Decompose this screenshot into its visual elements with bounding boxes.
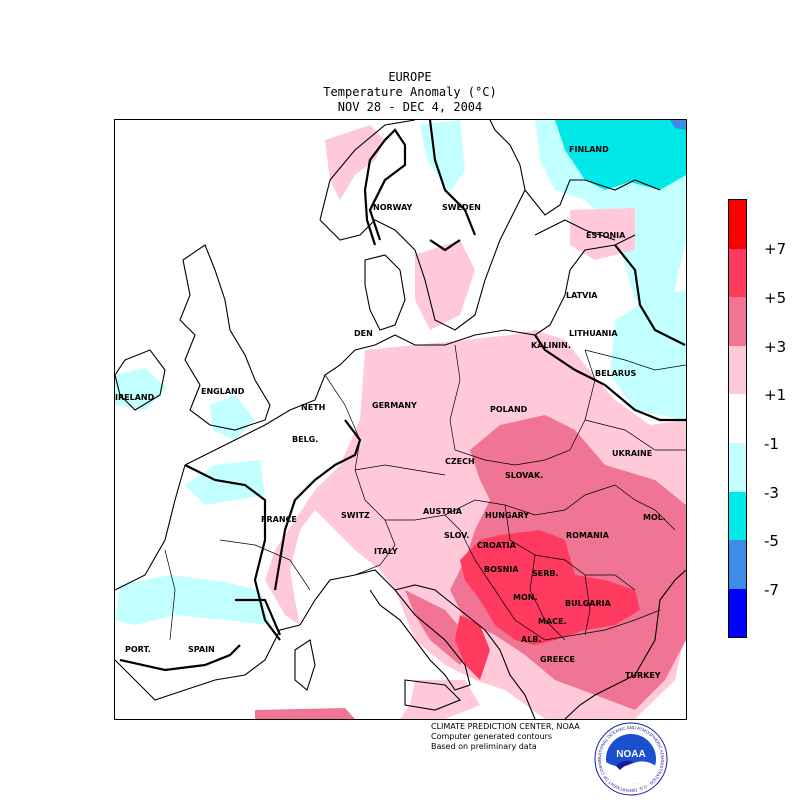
- credits-line: CLIMATE PREDICTION CENTER, NOAA: [431, 722, 580, 731]
- label-croatia: CROATIA: [477, 541, 516, 550]
- legend-tick: -7: [764, 581, 779, 599]
- legend-tick: +3: [764, 338, 787, 356]
- label-mol: MOL.: [643, 513, 666, 522]
- label-austria: AUSTRIA: [423, 507, 462, 516]
- cold-region-finland-deep: [670, 120, 686, 130]
- label-kalinin: KALININ.: [531, 341, 571, 350]
- legend-swatch: [729, 442, 746, 492]
- label-finland: FINLAND: [569, 145, 609, 154]
- label-italy: ITALY: [374, 547, 398, 556]
- label-romania: ROMANIA: [566, 531, 609, 540]
- label-bulgaria: BULGARIA: [565, 599, 611, 608]
- label-alb: ALB.: [521, 635, 542, 644]
- warm-region-south-sea: [255, 708, 355, 719]
- label-bosnia: BOSNIA: [484, 565, 519, 574]
- credits-line: Based on preliminary data: [431, 742, 537, 751]
- noaa-logo-text: NOAA: [616, 749, 645, 760]
- label-switz: SWITZ: [341, 511, 370, 520]
- label-neth: NETH: [301, 403, 326, 412]
- label-port: PORT.: [125, 645, 151, 654]
- legend-swatch: [729, 540, 746, 589]
- warm-region-scandinavia-south: [415, 240, 475, 330]
- label-england: ENGLAND: [201, 387, 245, 396]
- legend-tick: -1: [764, 435, 779, 453]
- label-czech: CZECH: [445, 457, 475, 466]
- cold-region-england: [210, 395, 255, 440]
- legend-tick: +5: [764, 289, 787, 307]
- coastlines: [115, 120, 686, 719]
- legend-swatch: [729, 297, 746, 346]
- label-greece: GREECE: [540, 655, 575, 664]
- legend-swatch: [729, 200, 746, 249]
- label-turkey: TURKEY: [625, 671, 661, 680]
- label-spain: SPAIN: [188, 645, 215, 654]
- map-title-period: NOV 28 - DEC 4, 2004: [337, 100, 483, 114]
- map-title-region: EUROPE: [388, 70, 432, 84]
- legend-tick: -3: [764, 484, 779, 502]
- legend-swatch: [729, 491, 746, 541]
- cold-region-belarus: [610, 290, 686, 420]
- label-den: DEN: [354, 329, 373, 338]
- label-mon: MON.: [513, 593, 538, 602]
- noaa-logo-graphic: NOAA NATIONAL OCEANIC AND ATMOSPHERIC AD…: [592, 718, 668, 796]
- cold-region-finland-mid: [555, 120, 686, 190]
- warm-region-sicily: [400, 680, 480, 719]
- label-slovak: SLOVAK.: [505, 471, 544, 480]
- cold-region-ireland: [115, 368, 167, 410]
- legend-swatch: [729, 345, 746, 395]
- legend-swatch: [729, 248, 746, 298]
- label-serb: SERB.: [532, 569, 559, 578]
- anomaly-contours: [119, 120, 686, 672]
- label-hungary: HUNGARY: [485, 511, 530, 520]
- label-germany: GERMANY: [372, 401, 417, 410]
- map-graphic: [115, 120, 686, 719]
- legend-tick: +7: [764, 240, 787, 258]
- credits-line: Computer generated contours: [431, 732, 553, 741]
- legend-tick: +1: [764, 386, 787, 404]
- noaa-logo: NOAA NATIONAL OCEANIC AND ATMOSPHERIC AD…: [592, 718, 668, 796]
- legend-tick: -5: [764, 532, 779, 550]
- warm-region-plus5-italy: [455, 615, 490, 680]
- warm-region-plus5: [460, 530, 640, 645]
- label-sweden: SWEDEN: [442, 203, 481, 212]
- legend-swatch: [729, 394, 746, 443]
- map-title-variable: Temperature Anomaly (°C): [323, 85, 497, 99]
- label-mace: MACE.: [538, 617, 567, 626]
- credits-block: CLIMATE PREDICTION CENTER, NOAA Computer…: [431, 722, 580, 752]
- country-borders: [164, 344, 686, 641]
- label-latvia: LATVIA: [566, 291, 598, 300]
- label-slov: SLOV.: [444, 531, 470, 540]
- cold-region-iberia: [115, 575, 270, 625]
- label-lithuania: LITHUANIA: [569, 329, 618, 338]
- label-norway: NORWAY: [373, 203, 413, 212]
- legend-colorbar: [728, 199, 747, 639]
- label-belg: BELG.: [292, 435, 319, 444]
- warm-region-baltic-north: [570, 208, 635, 260]
- label-ukraine: UKRAINE: [612, 449, 653, 458]
- label-poland: POLAND: [490, 405, 528, 414]
- label-france: FRANCE: [261, 515, 297, 524]
- label-estonia: ESTONIA: [586, 231, 626, 240]
- label-ireland: IRELAND: [115, 393, 155, 402]
- label-belarus: BELARUS: [595, 369, 637, 378]
- warm-region-norway-coast: [325, 125, 385, 200]
- map-title-block: EUROPE Temperature Anomaly (°C) NOV 28 -…: [300, 70, 520, 115]
- europe-anomaly-map: FINLAND NORWAY SWEDEN ESTONIA LATVIA LIT…: [114, 119, 687, 720]
- legend-swatch: [729, 588, 746, 638]
